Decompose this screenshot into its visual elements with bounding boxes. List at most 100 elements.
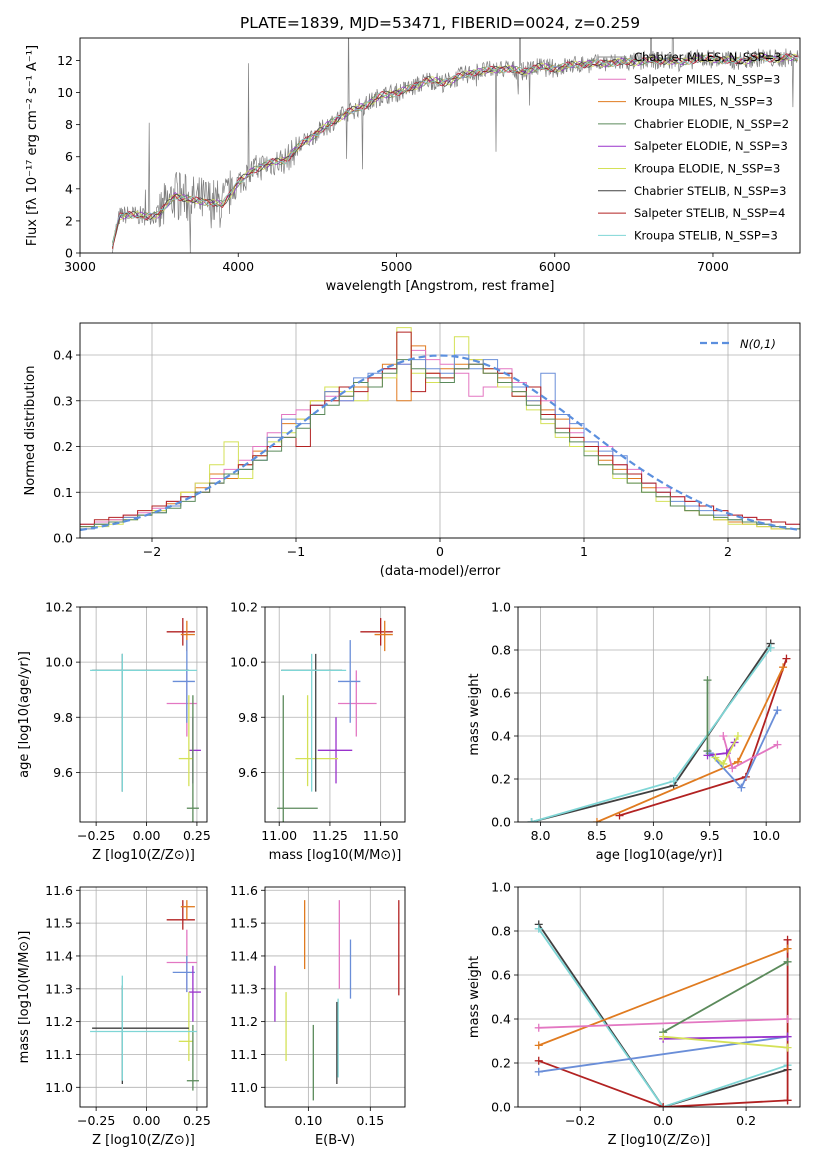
x-tick-label: 6000 bbox=[539, 259, 571, 274]
y-tick-label: 0.4 bbox=[491, 1012, 511, 1027]
axes-frame bbox=[79, 886, 208, 1108]
error-point bbox=[166, 900, 195, 930]
axes-frame bbox=[79, 322, 801, 539]
y-tick-label: 11.3 bbox=[45, 981, 73, 996]
x-tick-label: −0.2 bbox=[565, 1113, 595, 1128]
weight-series bbox=[537, 928, 788, 1107]
histogram-legend: N(0,1) bbox=[700, 337, 776, 351]
error-bars bbox=[274, 900, 400, 1101]
x-tick-label: 9.5 bbox=[700, 828, 720, 843]
weight-marker bbox=[766, 643, 775, 652]
weight-marker bbox=[703, 747, 712, 756]
x-tick-label: 5000 bbox=[381, 259, 413, 274]
y-tick-label: 11.2 bbox=[45, 1014, 73, 1029]
y-tick-label: 0.2 bbox=[491, 1056, 511, 1071]
spectrum-legend: Chabrier MILES, N_SSP=3 Salpeter MILES, N… bbox=[598, 50, 789, 242]
weight-marker bbox=[783, 1043, 792, 1052]
x-axis-label: E(B-V) bbox=[315, 1133, 355, 1148]
x-tick-label: 0.2 bbox=[736, 1113, 756, 1128]
panel-residuals: −2 −1 0 1 2 0.0 0.1 0.2 0.3 0.4 (data-model)/error… bbox=[23, 322, 801, 579]
weight-marker bbox=[733, 732, 742, 740]
weight-series bbox=[663, 1035, 788, 1049]
panel-mass-vs-metallicity: −0.25 0.00 0.25 11.0 11.1 11.2 11.3 11.4 11.5 11.… bbox=[17, 883, 211, 1148]
weight-marker bbox=[592, 818, 601, 822]
weight-series bbox=[538, 1035, 788, 1073]
y-tick-label: 1.0 bbox=[491, 600, 511, 615]
x-tick-label: 8.0 bbox=[531, 828, 551, 843]
x-tick-label: −2 bbox=[143, 544, 161, 559]
error-bars bbox=[90, 900, 201, 1091]
x-tick-label: 0.15 bbox=[356, 1113, 384, 1128]
panel-age-vs-metallicity: −0.25 0.00 0.25 9.6 9.8 10.0 10.2 Z [log10(Z/Z⊙… bbox=[17, 600, 211, 864]
y-tick-label: 0 bbox=[65, 246, 73, 261]
weight-marker bbox=[534, 1056, 543, 1065]
error-point bbox=[281, 653, 347, 792]
spectrum-title: PLATE=1839, MJD=53471, FIBERID=0024, z=0… bbox=[240, 14, 640, 32]
x-tick-label: 4000 bbox=[222, 259, 254, 274]
y-tick-label: 8 bbox=[65, 117, 73, 132]
model-spectrum bbox=[112, 53, 799, 247]
x-axis-label: age [log10(age/yr)] bbox=[596, 848, 723, 863]
y-tick-label: 4 bbox=[65, 181, 73, 196]
y-tick-label: 11.6 bbox=[230, 883, 258, 898]
weight-series bbox=[662, 961, 789, 1033]
weight-marker bbox=[703, 676, 712, 685]
weight-marker bbox=[728, 764, 737, 773]
x-tick-label: 2 bbox=[724, 544, 732, 559]
error-point bbox=[172, 640, 195, 723]
panel-age-vs-mass: 11.00 11.25 11.50 9.6 9.8 10.0 10.2 mass [log10… bbox=[230, 600, 406, 863]
error-point bbox=[166, 618, 195, 646]
axes-frame bbox=[264, 606, 406, 823]
legend-label: Chabrier STELIB, N_SSP=3 bbox=[634, 184, 786, 198]
error-point bbox=[295, 695, 339, 787]
y-tick-label: 0.1 bbox=[53, 485, 73, 500]
x-axis-label: (data-model)/error bbox=[380, 564, 501, 579]
x-tick-label: 7000 bbox=[697, 259, 729, 274]
x-tick-label: 0.25 bbox=[183, 828, 211, 843]
weight-marker bbox=[711, 753, 720, 762]
y-tick-label: 11.0 bbox=[45, 1080, 73, 1095]
x-tick-label: 10.0 bbox=[752, 828, 780, 843]
error-point bbox=[186, 1024, 199, 1091]
y-axis-label: age [log10(age/yr)] bbox=[17, 651, 32, 778]
weight-marker bbox=[527, 818, 536, 822]
x-tick-label: 0.00 bbox=[133, 1113, 161, 1128]
x-tick-label: 0.00 bbox=[133, 828, 161, 843]
weight-marker bbox=[719, 732, 728, 740]
histograms bbox=[80, 327, 800, 538]
y-tick-label: 9.6 bbox=[238, 765, 258, 780]
y-axis-label: Flux [fλ 10⁻¹⁷ erg cm⁻² s⁻¹ A⁻¹] bbox=[25, 45, 40, 246]
weight-series bbox=[538, 1018, 788, 1029]
weight-lines bbox=[527, 639, 791, 822]
y-axis-label: mass [log10(M/M⊙)] bbox=[17, 931, 32, 1064]
model-spectrum bbox=[112, 53, 799, 248]
y-tick-label: 0.6 bbox=[491, 968, 511, 983]
axes-frame bbox=[517, 886, 801, 1108]
x-tick-label: 11.50 bbox=[363, 828, 399, 843]
x-axis-label: wavelength [Angstrom, rest frame] bbox=[326, 279, 555, 294]
weight-marker bbox=[534, 1023, 543, 1032]
legend-label: Chabrier ELODIE, N_SSP=2 bbox=[634, 117, 789, 131]
legend-label: Kroupa STELIB, N_SSP=3 bbox=[634, 228, 778, 242]
y-tick-label: 11.4 bbox=[45, 948, 73, 963]
y-tick-label: 0.0 bbox=[491, 1100, 511, 1115]
error-point bbox=[188, 965, 201, 1022]
x-tick-label: 0.0 bbox=[653, 1113, 673, 1128]
error-point bbox=[338, 640, 361, 723]
weight-marker bbox=[782, 654, 791, 663]
x-tick-label: 0.25 bbox=[183, 1113, 211, 1128]
legend-label: Kroupa MILES, N_SSP=3 bbox=[634, 95, 773, 109]
x-tick-label: −1 bbox=[287, 544, 305, 559]
weight-marker bbox=[719, 759, 728, 768]
y-tick-label: 2 bbox=[65, 213, 73, 228]
axes-frame bbox=[264, 886, 406, 1108]
panel-mass-weight-vs-age: 8.0 8.5 9.0 9.5 10.0 0.0 0.2 0.4 0.6 0.8 1.0 age [l… bbox=[467, 600, 801, 863]
legend-label: N(0,1) bbox=[740, 337, 776, 351]
y-tick-label: 0.6 bbox=[491, 686, 511, 701]
x-tick-label: 11.00 bbox=[261, 828, 297, 843]
spectrum-lines bbox=[112, 38, 800, 253]
panel-mass-weight-vs-metallicity: −0.2 0.0 0.2 0.0 0.2 0.4 0.6 0.8 1.0 Z [log10(Z/Z… bbox=[467, 880, 801, 1148]
weight-marker bbox=[534, 1041, 543, 1050]
error-bars bbox=[277, 618, 393, 822]
